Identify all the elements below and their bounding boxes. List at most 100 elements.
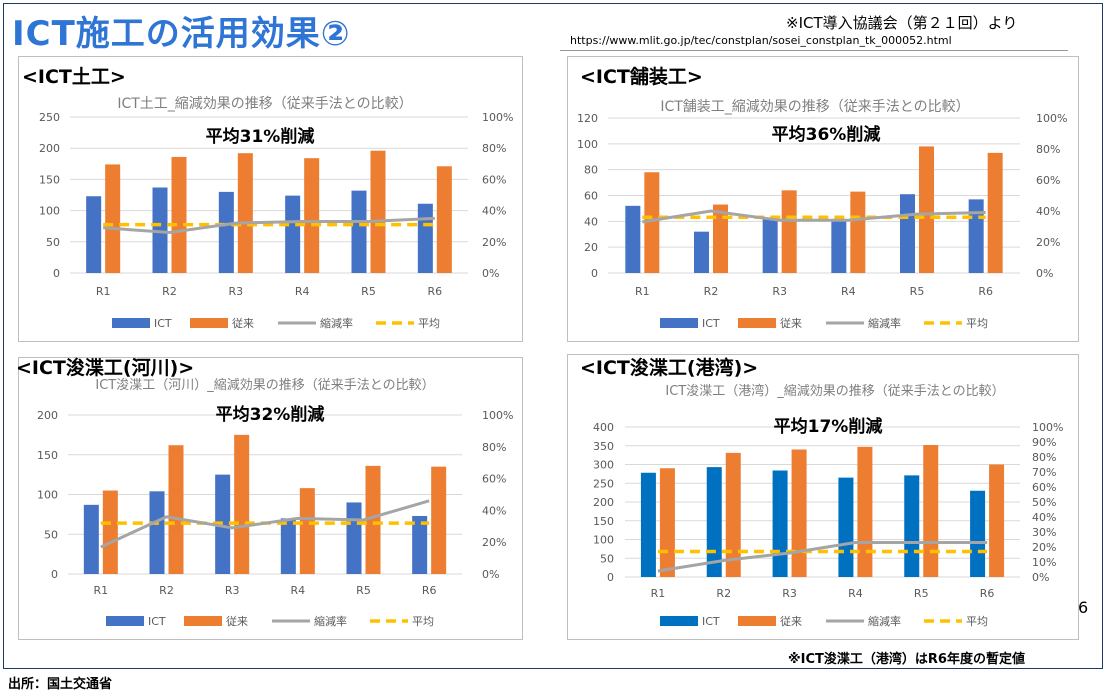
chart4-bar-ict <box>904 475 920 577</box>
chart2-y2-tick-label: 100% <box>1036 112 1067 125</box>
chart2-y2-tick-label: 0% <box>1036 267 1053 280</box>
chart3-y-tick-label: 50 <box>44 528 58 541</box>
chart2-line-reduction <box>642 209 986 224</box>
chart3-legend-label-reduction: 縮減率 <box>314 614 347 628</box>
panel-heading-river-dredging: <ICT浚渫工(河川)> <box>16 357 195 379</box>
chart4-y-tick-label: 200 <box>593 496 614 509</box>
chart2-legend-label-ict: ICT <box>702 317 720 330</box>
chart4-y2-tick-label: 80% <box>1032 451 1056 464</box>
chart1-bar-ict <box>152 187 168 273</box>
chart1-y2-tick-label: 60% <box>482 173 506 186</box>
chart2-bar-conventional <box>987 152 1003 273</box>
chart3-y2-tick-label: 100% <box>482 409 513 422</box>
chart3-legend-swatch-ict <box>106 616 144 626</box>
chart3-x-tick-label: R1 <box>94 584 109 597</box>
chart4-bar-ict <box>640 472 656 577</box>
chart1-title: ICT土工_縮減効果の推移（従来手法との比較） <box>117 95 412 112</box>
chart1-bar-ict <box>351 190 367 273</box>
chart4-legend-swatch-conventional <box>738 616 776 626</box>
chart1-y2-tick-label: 100% <box>482 111 513 124</box>
chart2-y-tick-label: 40 <box>584 215 598 228</box>
chart2-x-tick-label: R4 <box>841 285 856 298</box>
chart1-x-tick-label: R5 <box>361 285 376 298</box>
chart2-legend-label-average: 平均 <box>966 317 988 330</box>
chart1-annotation: 平均31%削減 <box>206 126 315 147</box>
chart2-y-tick-label: 0 <box>591 267 598 280</box>
chart4-y2-tick-label: 60% <box>1032 481 1056 494</box>
chart3-legend-label-conventional: 従来 <box>226 615 248 628</box>
chart1-legend-swatch-conventional <box>190 318 228 328</box>
chart4-y-tick-label: 300 <box>593 459 614 472</box>
chart4-line-reduction <box>657 541 988 573</box>
chart4-y-tick-label: 100 <box>593 534 614 547</box>
chart2-y-tick-label: 80 <box>584 164 598 177</box>
chart4-legend-label-conventional: 従来 <box>780 615 802 628</box>
chart3-bar-conventional <box>365 465 381 574</box>
chart4-legend-label-ict: ICT <box>702 615 720 628</box>
chart3-y-tick-label: 150 <box>37 449 58 462</box>
chart4-y2-tick-label: 0% <box>1032 571 1049 584</box>
chart1-line-reduction <box>103 216 435 234</box>
panel-heading-paving: <ICT舗装工> <box>580 66 703 88</box>
chart3-x-tick-label: R6 <box>422 584 437 597</box>
chart2-bar-ict <box>762 217 778 273</box>
chart4-x-tick-label: R4 <box>848 587 863 600</box>
chart4-x-tick-label: R3 <box>782 587 797 600</box>
chart2-x-tick-label: R5 <box>910 285 925 298</box>
chart4-y2-tick-label: 20% <box>1032 541 1056 554</box>
source-url[interactable]: https://www.mlit.go.jp/tec/constplan/sos… <box>570 34 952 47</box>
chart1-y-tick-label: 0 <box>53 267 60 280</box>
chart3-legend-swatch-conventional <box>184 616 222 626</box>
chart2-bar-ict <box>831 220 847 273</box>
chart4-legend-label-average: 平均 <box>966 615 988 628</box>
chart4-y-tick-label: 0 <box>607 571 614 584</box>
chart1-bar-ict <box>285 195 301 273</box>
chart2-y-tick-label: 60 <box>584 190 598 203</box>
chart2-bar-conventional <box>713 204 728 273</box>
chart1-bar-conventional <box>304 158 320 273</box>
chart4-y2-tick-label: 10% <box>1032 556 1056 569</box>
chart1-y-tick-label: 100 <box>39 205 60 218</box>
chart3-bar-conventional <box>102 490 118 574</box>
page-title: ICT施工の活用効果② <box>12 14 351 54</box>
chart4-y-tick-label: 250 <box>593 477 614 490</box>
chart2-x-tick-label: R1 <box>635 285 650 298</box>
chart2-legend-swatch-ict <box>660 318 698 328</box>
chart3-bar-ict <box>280 518 296 574</box>
chart1-y2-tick-label: 40% <box>482 205 506 218</box>
title-rule <box>560 50 1068 51</box>
chart4-bar-conventional <box>989 464 1005 577</box>
chart4-bar-ict <box>772 470 788 577</box>
chart3-y2-tick-label: 0% <box>482 568 499 581</box>
chart4-bar-conventional <box>791 449 807 577</box>
chart2-bar-ict <box>694 231 709 273</box>
chart3-legend-label-average: 平均 <box>412 615 434 628</box>
chart3-x-tick-label: R2 <box>159 584 174 597</box>
chart4-annotation: 平均17%削減 <box>774 416 883 437</box>
chart2-y-tick-label: 100 <box>577 138 598 151</box>
chart3-bar-ict <box>149 491 165 574</box>
chart3-y2-tick-label: 80% <box>482 441 506 454</box>
chart3-bar-conventional <box>431 466 447 574</box>
chart1-bar-conventional <box>105 164 121 273</box>
chart1-y2-tick-label: 20% <box>482 236 506 249</box>
chart4-bar-ict <box>970 490 986 577</box>
chart1-y-tick-label: 50 <box>46 236 60 249</box>
chart3-line-reduction <box>100 499 430 549</box>
chart1-x-tick-label: R1 <box>96 285 111 298</box>
chart2-y-tick-label: 20 <box>584 241 598 254</box>
chart4-bar-conventional <box>857 446 873 577</box>
chart4-bar-ict <box>838 477 854 577</box>
chart2-bar-ict <box>900 194 915 273</box>
chart3-legend-label-ict: ICT <box>148 615 166 628</box>
chart3-bar-ict <box>412 515 428 574</box>
chart3-title: ICT浚渫工（河川）_縮減効果の推移（従来手法との比較） <box>95 377 434 393</box>
chart1-x-tick-label: R2 <box>162 285 177 298</box>
chart4-y2-tick-label: 70% <box>1032 466 1056 479</box>
chart4-y2-tick-label: 50% <box>1032 496 1056 509</box>
chart2-bar-ict <box>968 199 984 273</box>
chart1-legend-label-ict: ICT <box>154 317 172 330</box>
chart1-bar-conventional <box>370 150 386 273</box>
chart4-y2-tick-label: 30% <box>1032 526 1056 539</box>
